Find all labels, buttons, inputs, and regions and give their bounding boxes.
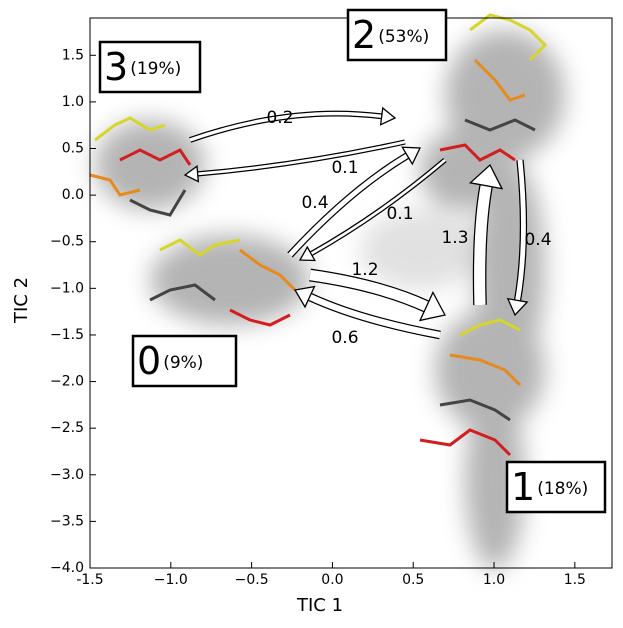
- arrow-body: [308, 293, 441, 339]
- x-tick-label: -1.5: [76, 572, 103, 588]
- state-name: 3: [104, 45, 128, 89]
- arrow-body: [189, 111, 382, 142]
- x-axis-label: TIC 1: [296, 595, 343, 616]
- density: [95, 30, 565, 570]
- state-name: 2: [352, 13, 376, 57]
- y-tick-label: −3.5: [50, 513, 84, 529]
- arrow-head: [293, 285, 316, 309]
- state-box: [346, 8, 448, 62]
- arrow-body: [310, 158, 446, 255]
- state-population: (53%): [378, 27, 429, 47]
- arrow-head: [298, 245, 316, 262]
- x-tick-label: 1.0: [483, 572, 505, 588]
- x-tick-label: 0.5: [402, 572, 424, 588]
- rate-label: 1.2: [351, 260, 378, 280]
- y-tick-label: −0.5: [50, 234, 84, 250]
- arrow-head: [379, 106, 397, 126]
- state-box: [131, 334, 238, 388]
- state-population: (18%): [537, 479, 588, 499]
- state-box: [505, 460, 607, 514]
- arrow-body: [288, 153, 409, 257]
- arrow-head: [401, 146, 422, 166]
- y-tick-label: −3.0: [50, 467, 84, 483]
- state-name: 0: [137, 339, 161, 383]
- x-tick-label: −0.5: [235, 572, 269, 588]
- y-tick-label: 0.0: [62, 187, 84, 203]
- arrow-head: [468, 163, 504, 190]
- state-label: 3 (19%): [104, 45, 181, 89]
- rate-label: 1.3: [441, 228, 468, 248]
- rate-label: 0.1: [386, 204, 413, 224]
- y-tick-label: 1.0: [62, 94, 84, 110]
- y-tick-label: 0.5: [62, 141, 84, 157]
- rate-label: 0.2: [266, 108, 293, 128]
- arrow-head: [506, 297, 529, 317]
- state-label: 2 (53%): [352, 13, 429, 57]
- state-population: (9%): [163, 353, 203, 373]
- rate-label: 0.6: [331, 328, 358, 348]
- state-name: 1: [511, 465, 535, 509]
- x-tick-label: 1.5: [564, 572, 586, 588]
- y-tick-label: −2.0: [50, 374, 84, 390]
- x-tick-label: 0.0: [321, 572, 343, 588]
- state-label: 0 (9%): [137, 339, 203, 383]
- y-axis-label: TIC 2: [11, 277, 32, 324]
- rate-label: 0.4: [301, 193, 328, 213]
- arrow-outline: [197, 139, 406, 177]
- rate-label: 0.4: [524, 230, 551, 250]
- state-population: (19%): [130, 59, 181, 79]
- y-tick-label: −1.0: [50, 280, 84, 296]
- arrow-body: [309, 269, 429, 312]
- state-label: 1 (18%): [511, 465, 588, 509]
- rate-label: 0.1: [331, 158, 358, 178]
- x-tick-label: −1.0: [154, 572, 188, 588]
- arrow-head: [418, 291, 446, 322]
- state-box: [98, 40, 202, 94]
- y-tick-label: −4.0: [50, 560, 84, 576]
- y-tick-label: −1.5: [50, 327, 84, 343]
- y-tick-label: 1.5: [62, 47, 84, 63]
- arrow-body: [197, 140, 406, 176]
- arrow-head: [183, 165, 200, 183]
- y-tick-label: −2.5: [50, 420, 84, 436]
- arrow-body: [474, 184, 492, 306]
- arrow-body: [515, 159, 526, 301]
